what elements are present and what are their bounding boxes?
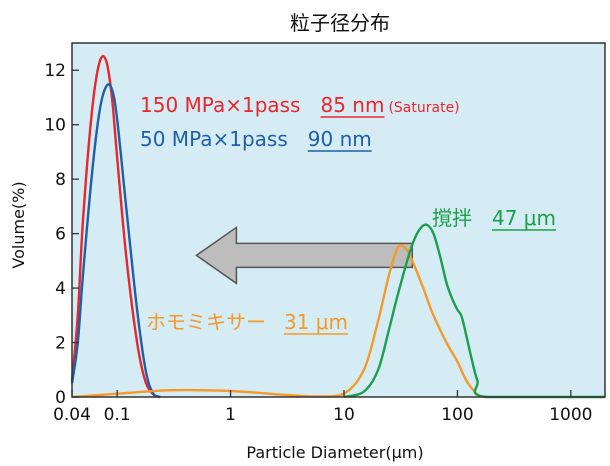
series-line <box>71 243 487 399</box>
y-tick-label: 2 <box>55 334 66 354</box>
plot-frame <box>71 42 606 398</box>
x-tick-label: 1 <box>225 405 236 425</box>
axis-ticks: 0.04 0.1 1 10 100 1000 0 2 4 6 8 10 12 <box>44 61 592 425</box>
x-tick-label: 0.1 <box>104 405 131 425</box>
plot-area <box>72 43 605 397</box>
annotation-value: 31 μm <box>284 310 348 334</box>
y-tick-label: 4 <box>55 279 66 299</box>
y-axis-title: Volume(%) <box>9 181 28 268</box>
x-tick-label: 10 <box>333 405 355 425</box>
series-line <box>343 223 605 399</box>
x-tick-label: 100 <box>441 405 473 425</box>
annotation-label: 撹拌 <box>432 206 472 230</box>
series-line <box>70 54 157 398</box>
x-axis-title: Particle Diameter(μm) <box>246 443 423 462</box>
x-tick-label: 1000 <box>549 405 592 425</box>
direction-arrow <box>195 225 414 285</box>
x-tick-label: 0.04 <box>53 405 91 425</box>
series-layer <box>70 54 605 399</box>
y-tick-label: 6 <box>55 225 66 245</box>
y-tick-label: 0 <box>55 388 66 408</box>
series-line <box>70 83 161 399</box>
annotation-label: 150 MPa×1pass <box>140 93 300 117</box>
annotation-value: 47 μm <box>492 206 556 230</box>
annotation-label: ホモミキサー <box>146 310 266 334</box>
annotation-suffix: (Saturate) <box>388 100 459 116</box>
y-tick-label: 12 <box>44 61 66 81</box>
annotation-value: 90 nm <box>308 127 372 151</box>
y-tick-label: 8 <box>55 170 66 190</box>
left-arrow-shape <box>195 225 414 285</box>
chart-title: 粒子径分布 <box>290 11 390 35</box>
annotation-value: 85 nm <box>320 93 384 117</box>
annotation-label: 50 MPa×1pass <box>140 127 288 151</box>
y-tick-label: 10 <box>44 116 66 136</box>
annotations: 150 MPa×1pass 85 nm (Saturate) 50 MPa×1pass… <box>140 93 557 335</box>
